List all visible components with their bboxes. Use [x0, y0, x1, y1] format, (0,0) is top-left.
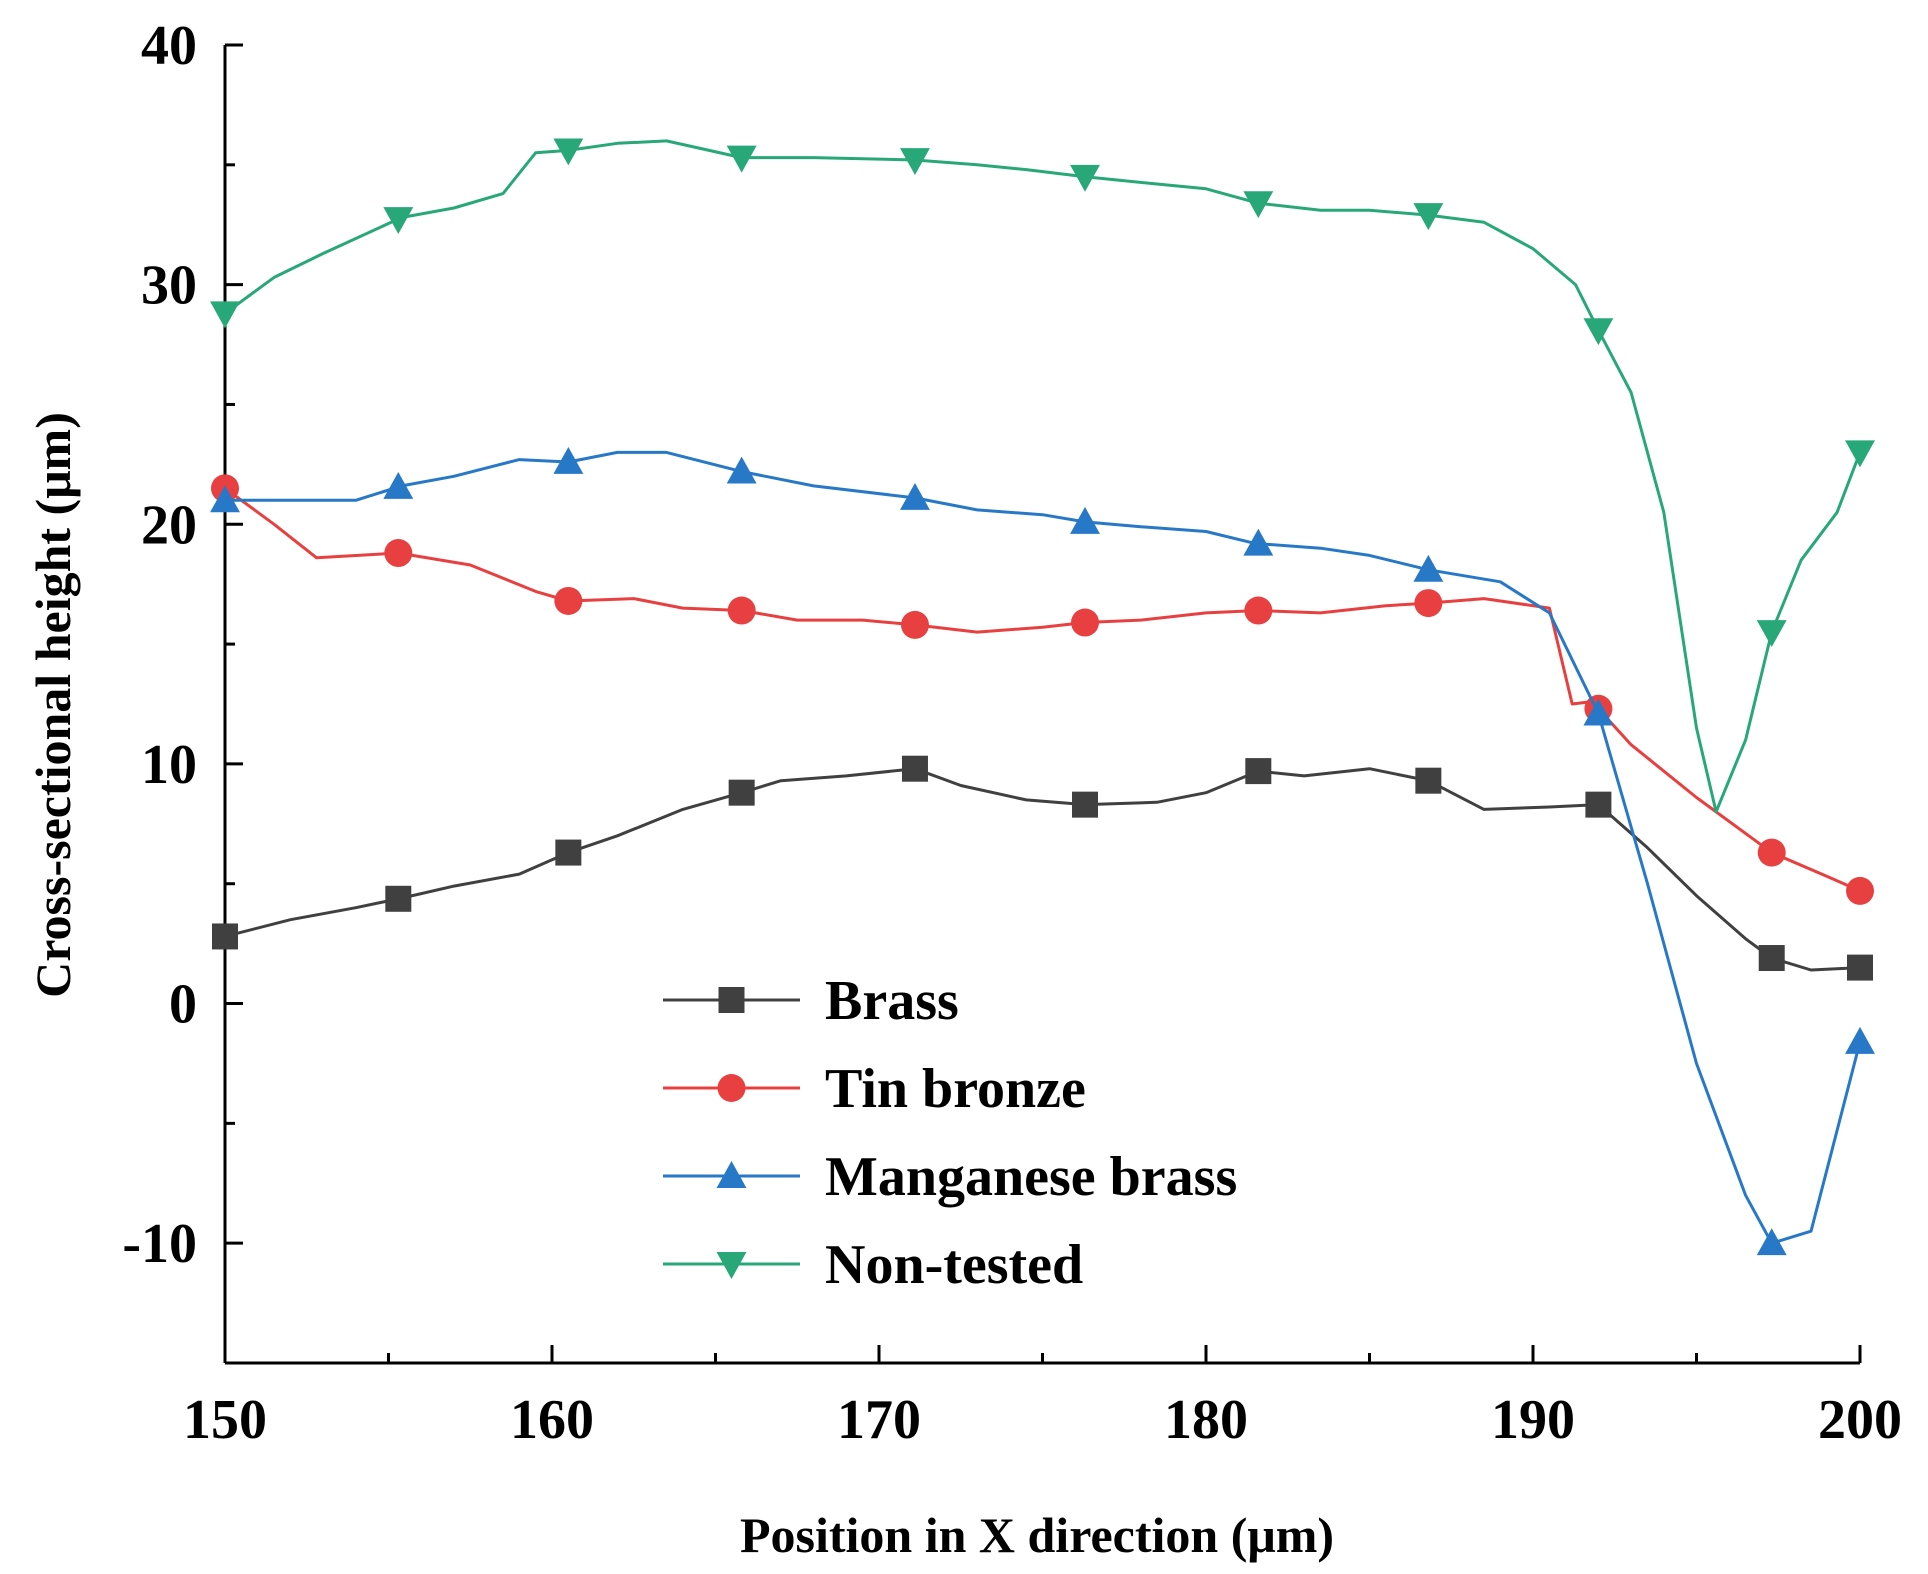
series-tin-bronze — [211, 474, 1874, 905]
data-point — [900, 148, 930, 175]
data-point — [1243, 191, 1274, 219]
data-point — [1583, 698, 1614, 726]
legend-label: Non-tested — [825, 1234, 1083, 1296]
data-point — [1757, 838, 1786, 867]
data-point — [1583, 318, 1614, 346]
data-point — [383, 472, 414, 499]
data-point — [727, 596, 756, 625]
data-point — [383, 207, 414, 234]
x-tick-label: 170 — [837, 1389, 921, 1451]
legend-marker — [717, 1074, 746, 1102]
series-manganese-brass — [210, 447, 1875, 1256]
series-line — [224, 767, 1861, 972]
data-point — [1243, 528, 1274, 556]
data-point — [900, 482, 930, 510]
legend: Brass Tin bronze Manganese brass Non-tested — [663, 970, 1237, 1296]
x-axis-title: Position in X direction (μm) — [740, 1507, 1334, 1563]
y-tick-label: 30 — [141, 255, 197, 317]
data-point — [1071, 608, 1100, 637]
series-line — [225, 450, 1862, 1245]
data-point — [1845, 440, 1875, 468]
data-point — [555, 839, 582, 866]
data-point — [900, 610, 929, 639]
y-tick-label: 10 — [141, 734, 197, 796]
x-tick-label: 190 — [1491, 1389, 1575, 1451]
legend-marker — [716, 1161, 747, 1188]
data-point — [1244, 596, 1273, 625]
legend-item: Tin bronze — [663, 1058, 1086, 1120]
data-point — [1413, 554, 1444, 582]
legend-item: Manganese brass — [663, 1146, 1237, 1208]
series-brass — [212, 755, 1873, 981]
legend-label: Manganese brass — [825, 1146, 1237, 1208]
legend-label: Brass — [825, 970, 959, 1032]
y-tick-label: 20 — [141, 494, 197, 556]
data-point — [1415, 767, 1442, 794]
series-non-tested — [210, 138, 1875, 814]
y-axis-title: Cross-sectional height (μm) — [25, 412, 81, 998]
axes-layer: 150 160 170 180 190 200 -10 0 10 20 30 40 — [122, 15, 1902, 1451]
data-point — [1070, 506, 1100, 534]
x-tick-label: 160 — [510, 1389, 594, 1451]
data-point — [1756, 1228, 1787, 1256]
data-point — [553, 138, 584, 166]
y-tick-label: 40 — [141, 15, 197, 77]
data-point — [384, 539, 413, 568]
data-point — [385, 885, 412, 912]
data-point — [1756, 620, 1787, 648]
data-point — [1070, 164, 1100, 192]
data-point — [210, 485, 240, 513]
legend-marker — [716, 1252, 747, 1279]
data-point — [1847, 954, 1873, 981]
x-tick-label: 150 — [183, 1389, 267, 1451]
data-point — [1245, 758, 1272, 785]
legend-marker — [718, 987, 745, 1013]
data-point — [1414, 589, 1443, 618]
data-point — [554, 586, 583, 615]
data-point — [1846, 876, 1874, 905]
data-point — [1072, 791, 1099, 818]
y-tick-label: 0 — [169, 974, 197, 1036]
data-point — [210, 301, 240, 329]
data-point — [726, 145, 757, 173]
data-point — [1413, 203, 1444, 231]
legend-item: Non-tested — [663, 1234, 1083, 1296]
legend-item: Brass — [663, 970, 959, 1032]
data-point — [901, 755, 928, 782]
series-line — [224, 487, 1861, 893]
data-point — [553, 447, 584, 474]
series-line — [224, 139, 1862, 814]
x-tick-label: 200 — [1818, 1389, 1902, 1451]
y-tick-label: -10 — [122, 1213, 197, 1275]
legend-label: Tin bronze — [825, 1058, 1086, 1120]
data-point — [212, 923, 238, 950]
x-tick-label: 180 — [1164, 1389, 1248, 1451]
data-point — [728, 779, 755, 806]
data-point — [1758, 945, 1785, 972]
data-point — [1845, 1026, 1875, 1054]
series-layer — [210, 138, 1875, 1256]
data-point — [1585, 791, 1612, 818]
data-point — [726, 456, 757, 484]
